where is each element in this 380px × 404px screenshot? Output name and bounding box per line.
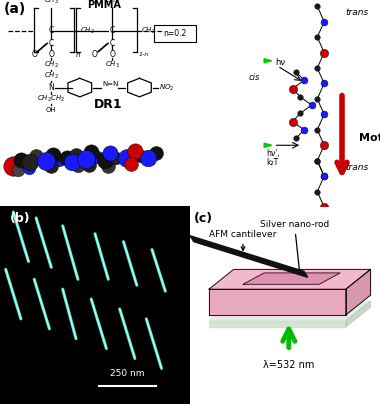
Polygon shape bbox=[209, 269, 370, 289]
Text: $CH_3$: $CH_3$ bbox=[105, 0, 120, 6]
Text: Motion: Motion bbox=[359, 133, 380, 143]
Text: $CH_2$: $CH_2$ bbox=[44, 71, 59, 81]
Text: N: N bbox=[48, 83, 54, 92]
Polygon shape bbox=[264, 143, 272, 147]
Polygon shape bbox=[209, 321, 346, 327]
Polygon shape bbox=[264, 59, 272, 63]
Text: O: O bbox=[92, 50, 98, 59]
Text: O: O bbox=[31, 50, 37, 59]
Text: C: C bbox=[109, 39, 115, 48]
Text: trans: trans bbox=[345, 163, 369, 172]
Text: $CH_2$: $CH_2$ bbox=[80, 26, 95, 36]
Text: hν: hν bbox=[276, 58, 285, 67]
Text: (a): (a) bbox=[4, 2, 26, 16]
Text: DR1: DR1 bbox=[94, 97, 123, 111]
Text: trans: trans bbox=[345, 8, 369, 17]
Text: 1-n: 1-n bbox=[139, 51, 149, 57]
Text: 250 nm: 250 nm bbox=[110, 369, 144, 378]
Text: (c): (c) bbox=[194, 212, 213, 225]
Text: k₂T: k₂T bbox=[266, 158, 278, 166]
Text: $CH_2CH_2$: $CH_2CH_2$ bbox=[37, 94, 65, 104]
Text: C: C bbox=[49, 26, 54, 36]
Text: $CH_2$: $CH_2$ bbox=[44, 60, 59, 70]
Text: C: C bbox=[49, 39, 54, 48]
Text: Silver nano-rod: Silver nano-rod bbox=[260, 220, 329, 274]
Text: cis: cis bbox=[249, 73, 260, 82]
Text: (b): (b) bbox=[10, 212, 30, 225]
Polygon shape bbox=[209, 301, 370, 321]
Text: $CH_3$: $CH_3$ bbox=[105, 60, 120, 70]
Text: N=N: N=N bbox=[103, 80, 119, 86]
Text: C: C bbox=[109, 26, 115, 36]
Polygon shape bbox=[190, 236, 308, 277]
Polygon shape bbox=[209, 289, 346, 315]
Text: $CH_2$: $CH_2$ bbox=[141, 26, 155, 36]
Polygon shape bbox=[346, 301, 370, 327]
Text: AFM cantilever: AFM cantilever bbox=[209, 230, 276, 250]
Text: PMMA: PMMA bbox=[87, 0, 122, 10]
Text: $NO_2$: $NO_2$ bbox=[159, 82, 174, 93]
Polygon shape bbox=[243, 273, 340, 284]
FancyBboxPatch shape bbox=[154, 25, 196, 42]
Text: O: O bbox=[109, 50, 115, 59]
Text: λ=532 nm: λ=532 nm bbox=[263, 360, 315, 370]
Text: OH: OH bbox=[46, 107, 57, 113]
Polygon shape bbox=[346, 269, 370, 315]
Text: n: n bbox=[76, 51, 81, 57]
Text: n=0.2: n=0.2 bbox=[163, 29, 187, 38]
Text: hν',: hν', bbox=[266, 149, 280, 158]
Text: O: O bbox=[48, 50, 54, 59]
Text: $CH_3$: $CH_3$ bbox=[44, 0, 59, 6]
